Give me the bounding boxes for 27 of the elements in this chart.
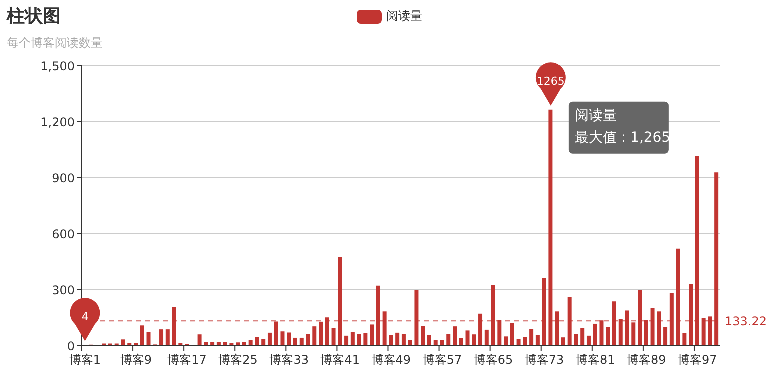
annotation: 4 — [82, 310, 89, 324]
y-tick-label: 600 — [52, 227, 75, 242]
x-tick-label: 博客89 — [626, 353, 666, 367]
chart-title: 柱状图 — [7, 5, 61, 28]
x-tick-label: 博客81 — [576, 353, 616, 367]
x-tick-label: 博客65 — [474, 353, 514, 367]
x-tick-label: 博客17 — [168, 353, 207, 367]
y-tick-label: 1,500 — [40, 59, 75, 74]
legend-label: 阅读量 — [386, 8, 422, 25]
ref-line-label: 133.22 — [725, 314, 767, 328]
x-tick-label: 博客41 — [320, 353, 360, 367]
y-tick-label: 300 — [52, 283, 75, 298]
x-tick-label: 博客9 — [120, 353, 152, 367]
x-tick-label: 博客1 — [69, 353, 102, 367]
x-tick-label: 博客73 — [524, 353, 564, 367]
x-tick-label: 博客25 — [218, 353, 258, 367]
x-tick-label: 博客57 — [422, 353, 462, 367]
y-tick-label: 0 — [67, 339, 75, 354]
chart-subtitle: 每个博客阅读数量 — [7, 35, 103, 52]
annotation: 最大值 : 1,265 — [574, 130, 671, 146]
x-tick-label: 博客33 — [270, 353, 309, 367]
x-tick-label: 博客49 — [372, 353, 412, 367]
x-tick-label: 博客97 — [678, 353, 718, 367]
y-tick-label: 1,200 — [40, 115, 75, 130]
y-tick-label: 900 — [52, 171, 75, 186]
annotation: 1265 — [536, 74, 565, 88]
annotation: 阅读量 — [574, 108, 617, 124]
